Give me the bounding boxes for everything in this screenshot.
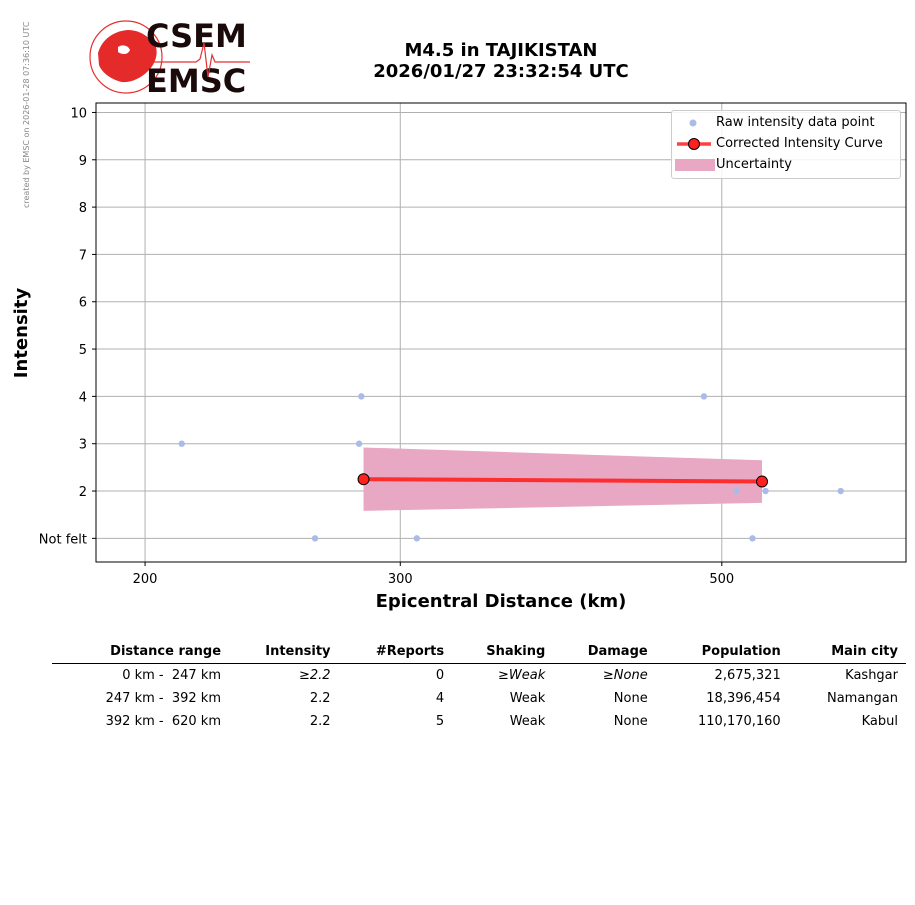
table-cell: Kabul (861, 714, 898, 729)
raw-data-point (762, 487, 769, 495)
legend-curve-marker (677, 138, 711, 150)
corrected-curve-marker (357, 473, 370, 486)
intensity-chart: 200 300 500 Not felt 2 3 4 5 6 7 8 9 10 Epicentral D… (11, 102, 907, 612)
table-header-cell: Population (655, 642, 789, 664)
y-tick-label: 6 (79, 296, 87, 311)
x-tick-label: 500 (709, 572, 734, 587)
table-header-cell: Main city (788, 642, 906, 664)
y-tick-label: Not felt (39, 532, 87, 547)
grid-lines (96, 103, 906, 562)
table-cell: 0 (435, 668, 445, 683)
table-row: 0 km - 247 km ≥2.2 0 ≥Weak ≥None 2,675,321 Kas… (52, 664, 906, 688)
table-cell: 4 (435, 691, 445, 706)
table-cell: Weak (509, 691, 546, 706)
y-tick-label: 4 (79, 390, 87, 405)
title-line-2: 2026/01/27 23:32:54 UTC (373, 61, 629, 82)
legend-item-curve: Corrected Intensity Curve (672, 134, 900, 154)
table-cell: Namangan (826, 691, 898, 706)
legend-item-uncertainty: Uncertainty (672, 155, 900, 175)
logo-top-text: CSEM (146, 17, 247, 55)
x-tick-label: 200 (133, 572, 158, 587)
table-cell: Weak (509, 714, 546, 729)
x-axis-label: Epicentral Distance (km) (376, 591, 627, 612)
plot-frame (95, 102, 907, 563)
y-tick-label: 2 (79, 485, 87, 500)
legend-raw-marker (689, 119, 697, 127)
raw-data-point (700, 393, 708, 400)
table-cell: ≥None (602, 668, 648, 683)
y-tick-label: 3 (79, 438, 87, 453)
y-tick-label: 5 (79, 343, 87, 358)
table-header-cell: #Reports (338, 642, 453, 664)
raw-data-point (413, 535, 421, 542)
y-tick-label: 9 (79, 154, 87, 169)
table-cell: 247 km - 392 km (105, 691, 222, 706)
y-tick-label: 8 (79, 201, 87, 216)
table-cell: 2.2 (309, 714, 331, 729)
legend-curve-label: Corrected Intensity Curve (716, 136, 883, 151)
raw-data-point (311, 535, 319, 542)
table-cell: 110,170,160 (698, 714, 781, 729)
raw-data-point (837, 487, 844, 495)
table-header-cell: Intensity (229, 642, 339, 664)
y-tick-label: 10 (70, 106, 87, 121)
table-cell: 2,675,321 (714, 668, 781, 683)
logo-bottom-text: EMSC (146, 62, 246, 97)
table-cell: ≥Weak (498, 668, 546, 683)
raw-data-point (355, 440, 363, 447)
legend-uncertainty-marker (675, 159, 715, 171)
x-tick-label: 300 (388, 572, 413, 587)
legend-item-raw: Raw intensity data point (672, 113, 900, 133)
table-body: 0 km - 247 km ≥2.2 0 ≥Weak ≥None 2,675,321 Kas… (52, 664, 906, 734)
legend-uncertainty-label: Uncertainty (716, 157, 792, 172)
legend-raw-label: Raw intensity data point (716, 115, 875, 130)
table-header-cell: Distance range (52, 642, 230, 664)
table-header-row: Distance range Intensity #Reports Shaking Da… (52, 642, 906, 664)
chart-title: M4.5 in TAJIKISTAN 2026/01/27 23:32:54 U… (300, 40, 702, 82)
raw-data-point (178, 440, 185, 447)
table-cell: Kashgar (845, 668, 898, 683)
table-cell: 5 (435, 714, 445, 729)
title-line-1: M4.5 in TAJIKISTAN (404, 40, 598, 61)
corrected-curve-marker (756, 475, 769, 488)
table-cell: None (613, 714, 648, 729)
y-axis-label: Intensity (11, 288, 32, 379)
table-cell: 18,396,454 (706, 691, 781, 706)
table-row: 392 km - 620 km 2.2 5 Weak None 110,170,160 Ka… (52, 710, 906, 733)
table-cell: 2.2 (309, 691, 331, 706)
corrected-curve-line (363, 477, 763, 484)
table-cell: None (613, 691, 648, 706)
summary-table: Distance range Intensity #Reports Shaking Da… (52, 642, 906, 733)
table-cell: 0 km - 247 km (122, 668, 222, 683)
chart-legend: Raw intensity data point Corrected Inten… (671, 110, 901, 179)
emsc-logo: CSEM EMSC (89, 17, 250, 97)
table-header-cell: Damage (553, 642, 656, 664)
curve-layer (357, 473, 769, 488)
raw-data-point (749, 535, 756, 542)
table-header-cell: Shaking (452, 642, 554, 664)
table-cell: ≥2.2 (298, 668, 331, 683)
table-row: 247 km - 392 km 2.2 4 Weak None 18,396,454 Nam… (52, 687, 906, 710)
table-cell: 392 km - 620 km (105, 714, 222, 729)
raw-points-layer (178, 393, 844, 542)
y-tick-label: 7 (79, 248, 87, 263)
raw-data-point (733, 487, 740, 495)
raw-data-point (358, 393, 365, 400)
tick-labels: 200 300 500 Not felt 2 3 4 5 6 7 8 9 10 (39, 106, 734, 587)
